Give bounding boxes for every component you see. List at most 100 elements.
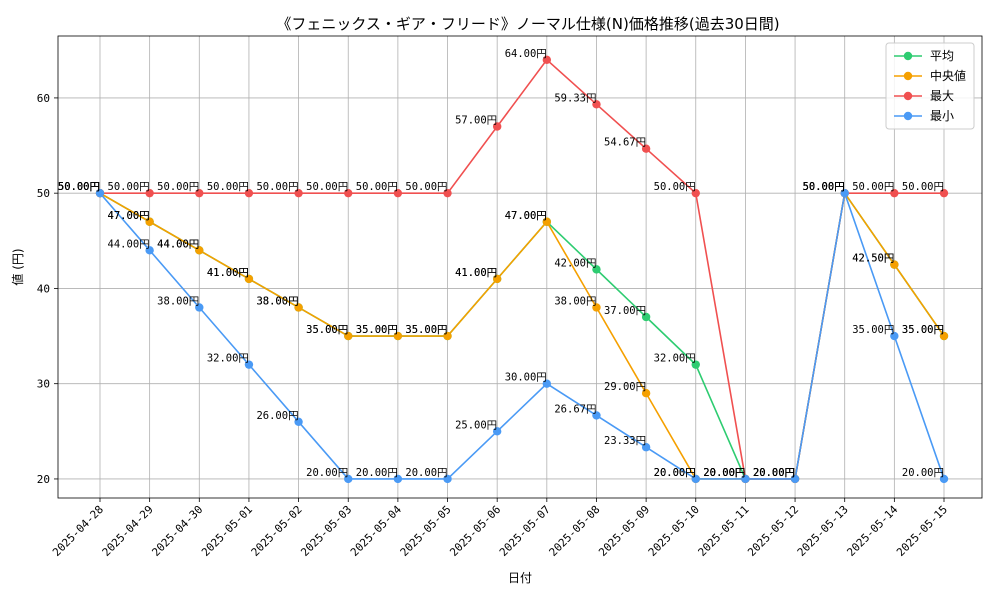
y-axis-label: 値 (円) [10, 248, 25, 285]
data-point [344, 474, 353, 484]
data-point [145, 217, 154, 226]
data-point [592, 411, 601, 420]
data-point [641, 144, 651, 153]
data-label: 41.00円 [207, 267, 249, 279]
data-label: 44.00円 [157, 238, 199, 250]
data-point [294, 188, 303, 198]
data-label: 38.00円 [554, 295, 596, 307]
data-label: 64.00円 [505, 48, 547, 60]
data-label: 37.00円 [604, 305, 646, 317]
data-point [344, 188, 353, 198]
data-label: 20.00円 [753, 467, 795, 479]
data-label: 35.00円 [306, 324, 348, 336]
data-label: 20.00円 [654, 467, 696, 479]
data-label: 20.00円 [703, 467, 745, 479]
x-tick-label: 2025-05-03 [298, 503, 354, 559]
data-label: 50.00円 [58, 181, 100, 193]
data-point [244, 274, 254, 284]
data-label: 35.00円 [306, 324, 348, 336]
data-point [890, 260, 899, 269]
data-label: 20.00円 [356, 467, 398, 479]
data-point [542, 55, 552, 65]
data-point [344, 331, 353, 341]
data-label: 35.00円 [356, 324, 398, 336]
data-point [939, 474, 949, 484]
data-point [443, 188, 452, 198]
grid [58, 36, 982, 498]
data-label: 20.00円 [306, 467, 348, 479]
data-point [790, 474, 800, 484]
data-label: 50.00円 [902, 181, 944, 193]
x-tick-label: 2025-04-29 [100, 503, 156, 559]
x-tick-label: 2025-05-14 [844, 503, 900, 559]
data-point [641, 389, 651, 398]
legend-entry: 最大 [930, 89, 954, 103]
data-label: 47.00円 [505, 210, 547, 222]
legend-entry: 中央値 [930, 68, 966, 83]
plot-frame [57, 35, 983, 499]
data-label: 38.00円 [256, 295, 298, 307]
data-label: 41.00円 [455, 267, 497, 279]
data-point [890, 188, 899, 198]
data-label: 26.67円 [554, 403, 596, 415]
series-lines [99, 58, 945, 480]
data-label: 50.00円 [852, 181, 894, 193]
legend-entry: 平均 [930, 49, 954, 63]
data-point [492, 274, 502, 284]
x-tick-label: 2025-05-09 [596, 503, 652, 559]
data-label: 35.00円 [405, 324, 447, 336]
data-point [542, 379, 552, 388]
data-point [641, 312, 651, 322]
y-tick-label: 30 [37, 378, 50, 391]
data-label: 50.00円 [58, 181, 100, 193]
legend-swatch-marker [903, 111, 913, 121]
data-label: 44.00円 [108, 238, 150, 250]
data-label: 20.00円 [902, 467, 944, 479]
data-point [592, 303, 601, 312]
data-label: 50.00円 [803, 181, 845, 193]
data-label: 35.00円 [852, 324, 894, 336]
data-label: 35.00円 [902, 324, 944, 336]
data-label: 47.00円 [108, 210, 150, 222]
data-label: 23.33円 [604, 435, 646, 447]
data-point [393, 331, 403, 341]
data-point [145, 246, 154, 255]
data-point [443, 331, 452, 341]
x-tick-label: 2025-05-11 [696, 503, 752, 559]
data-label: 32.00円 [207, 353, 249, 365]
data-label: 50.00円 [256, 181, 298, 193]
x-tick-label: 2025-05-04 [348, 503, 404, 559]
data-point [939, 188, 949, 198]
x-axis-ticks: 2025-04-282025-04-292025-04-302025-05-01… [50, 498, 950, 559]
data-point [393, 188, 403, 198]
data-label: 20.00円 [753, 467, 795, 479]
data-point [492, 122, 502, 131]
series-line-1 [99, 191, 945, 480]
data-label: 47.00円 [108, 210, 150, 222]
x-tick-label: 2025-05-15 [894, 503, 950, 559]
data-label: 38.00円 [157, 295, 199, 307]
legend-swatch-marker [903, 51, 913, 61]
data-point [741, 474, 750, 484]
data-label: 50.00円 [207, 181, 249, 193]
data-point [244, 360, 254, 369]
x-tick-label: 2025-05-08 [547, 503, 603, 559]
data-label: 50.00円 [306, 181, 348, 193]
data-label: 50.00円 [803, 181, 845, 193]
data-label: 41.00円 [207, 267, 249, 279]
data-point [294, 303, 303, 312]
x-tick-label: 2025-05-07 [497, 503, 553, 559]
data-point [95, 188, 105, 198]
data-label: 35.00円 [902, 324, 944, 336]
data-point [840, 188, 849, 198]
data-point [195, 303, 204, 312]
data-label: 20.00円 [405, 467, 447, 479]
x-tick-label: 2025-05-01 [199, 503, 255, 559]
data-label: 50.00円 [108, 181, 150, 193]
x-tick-label: 2025-05-02 [249, 503, 305, 559]
data-point [195, 246, 204, 255]
data-label: 59.33円 [554, 92, 596, 104]
legend-swatch-marker [903, 71, 913, 81]
data-label: 20.00円 [654, 467, 696, 479]
